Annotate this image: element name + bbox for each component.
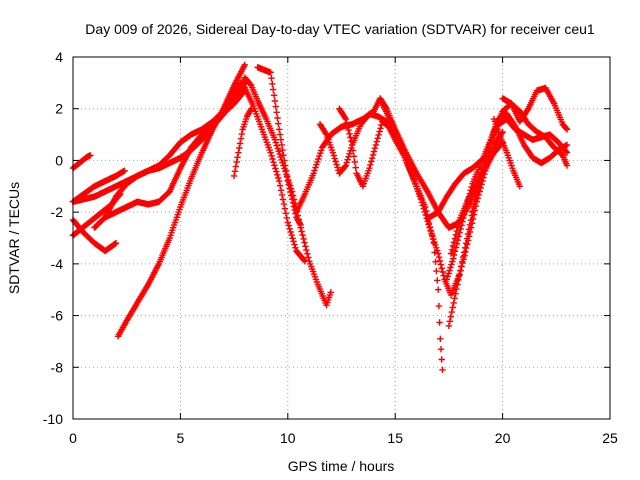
x-tick-label: 20: [495, 430, 511, 446]
x-tick-label: 25: [602, 430, 618, 446]
axis-ticks: 0 5 10 15 20 25 -10 -8 -6 -4 -2 0 2 4: [43, 49, 618, 446]
series-pass-09: [230, 74, 334, 309]
plot-frame: [72, 56, 611, 420]
x-axis-label: GPS time / hours: [288, 458, 395, 474]
series-pass-20: [469, 115, 571, 216]
data-series: [69, 61, 571, 374]
data-point-markers: [230, 74, 334, 309]
series-pass-10: [230, 79, 309, 265]
series-pass-21: [490, 115, 523, 190]
data-point-markers: [499, 84, 571, 133]
y-tick-label: -6: [51, 308, 64, 324]
data-point-markers: [230, 79, 309, 265]
x-tick-label: 5: [177, 430, 185, 446]
data-point-markers: [447, 141, 504, 257]
data-point-markers: [379, 100, 446, 374]
chart-title: Day 009 of 2026, Sidereal Day-to-day VTE…: [85, 21, 595, 37]
series-pass-11: [254, 64, 304, 229]
series-pass-16: [379, 100, 446, 374]
x-tick-label: 0: [69, 430, 77, 446]
y-tick-label: -10: [43, 411, 63, 427]
y-axis-label: SDTVAR / TECUs: [6, 182, 22, 294]
data-point-markers: [490, 115, 523, 190]
y-tick-label: -8: [51, 359, 64, 375]
data-point-markers: [230, 105, 255, 180]
series-pass-22: [499, 84, 571, 133]
data-point-markers: [102, 87, 248, 221]
data-point-markers: [254, 64, 304, 229]
series-pass-12: [230, 105, 255, 180]
y-tick-label: -2: [51, 204, 64, 220]
data-point-markers: [469, 115, 571, 216]
series-pass-23: [447, 141, 504, 257]
y-tick-label: 2: [55, 101, 63, 117]
y-tick-label: 0: [55, 152, 63, 168]
x-tick-label: 15: [387, 430, 403, 446]
y-tick-label: 4: [55, 49, 63, 65]
series-pass-08: [102, 87, 248, 221]
x-tick-label: 10: [280, 430, 296, 446]
y-tick-label: -4: [51, 256, 64, 272]
